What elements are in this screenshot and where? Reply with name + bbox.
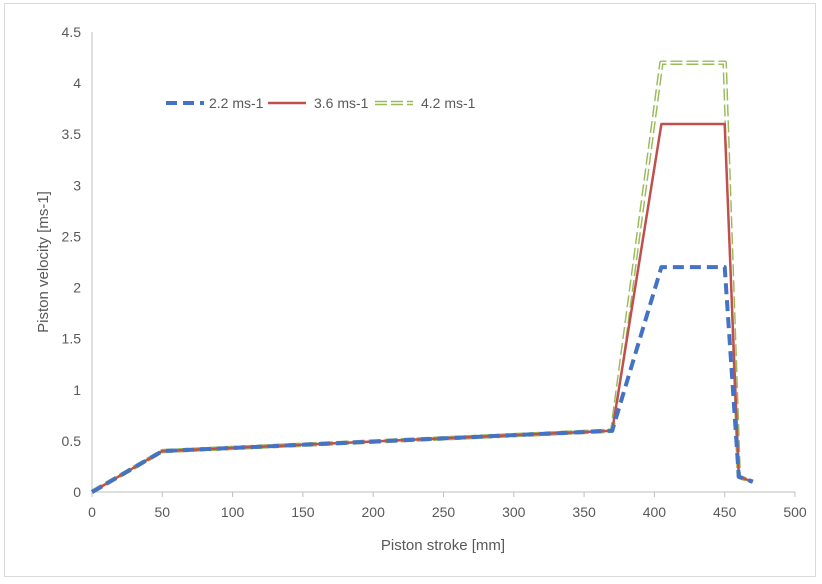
series-1 xyxy=(91,122,754,494)
x-tick-label: 250 xyxy=(432,504,456,520)
y-tick-label: 4 xyxy=(73,75,81,91)
series-layer xyxy=(90,60,754,494)
y-tick-label: 2.5 xyxy=(62,228,82,244)
legend: 2.2 ms-1 3.6 ms-1 4.2 ms-1 xyxy=(166,95,476,111)
legend-item: 4.2 ms-1 xyxy=(375,95,476,111)
legend-item: 3.6 ms-1 xyxy=(268,95,369,111)
x-tick-label: 450 xyxy=(713,504,737,520)
y-tick-label: 3 xyxy=(73,177,81,193)
x-tick-label: 50 xyxy=(155,504,171,520)
series-line xyxy=(91,122,754,494)
y-tick-label: 0.5 xyxy=(62,433,82,449)
y-tick-label: 2 xyxy=(73,280,81,296)
x-tick-label: 500 xyxy=(783,504,807,520)
x-tick-label: 100 xyxy=(221,504,245,520)
legend-label: 3.6 ms-1 xyxy=(314,95,369,111)
y-tick-label: 1.5 xyxy=(62,331,82,347)
legend-label: 2.2 ms-1 xyxy=(209,95,264,111)
x-tick-label: 300 xyxy=(502,504,526,520)
x-tick-label: 400 xyxy=(643,504,667,520)
x-axis-title: Piston stroke [mm] xyxy=(381,537,505,554)
y-tick-label: 3.5 xyxy=(62,126,82,142)
y-tick-label: 4.5 xyxy=(62,24,82,40)
x-tick-label: 350 xyxy=(572,504,596,520)
y-axis-title: Piston velocity [ms-1] xyxy=(35,191,52,333)
series-line-outer xyxy=(90,60,754,494)
x-tick-label: 150 xyxy=(291,504,315,520)
x-tick-label: 200 xyxy=(362,504,386,520)
series-2 xyxy=(90,60,754,494)
y-tick-label: 0 xyxy=(73,484,81,500)
legend-label: 4.2 ms-1 xyxy=(421,95,476,111)
chart-frame xyxy=(4,3,816,577)
x-tick-label: 0 xyxy=(88,504,96,520)
axes: 0 50 100 150 200 250 300 350 400 450 500 0 0.5 1 1.5 2 2… xyxy=(62,24,807,520)
legend-item: 2.2 ms-1 xyxy=(166,95,264,111)
y-tick-label: 1 xyxy=(73,382,81,398)
series-0 xyxy=(90,265,754,494)
series-line xyxy=(90,265,754,494)
